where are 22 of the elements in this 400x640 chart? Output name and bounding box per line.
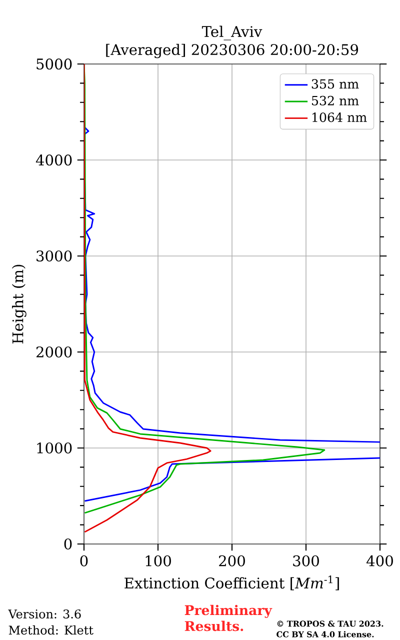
x-tick-label: 100 xyxy=(146,555,171,566)
legend-label: 355 nm xyxy=(312,79,359,89)
legend-label: 1064 nm xyxy=(312,112,367,122)
y-tick-label: 0 xyxy=(64,538,72,550)
chart-title: Tel_Aviv xyxy=(202,26,262,40)
line-series xyxy=(84,64,212,533)
text: Method: Klett xyxy=(8,625,94,635)
x-tick-label: 0 xyxy=(80,555,88,566)
x-axis-title: Extinction Coefficient [Mm$^{-1}$] xyxy=(124,576,339,590)
text: Preliminary Results. xyxy=(184,604,272,632)
y-tick-label: 3000 xyxy=(36,250,72,262)
y-tick-label: 4000 xyxy=(36,154,72,166)
text: Version: 3.6 xyxy=(8,609,81,619)
y-tick-label: 1000 xyxy=(37,442,72,454)
x-tick-label: 200 xyxy=(219,555,245,566)
legend-label: 532 nm xyxy=(312,96,359,106)
x-tick-label: 400 xyxy=(366,555,393,566)
y-tick-label: 5000 xyxy=(36,58,72,70)
x-tick-label: 300 xyxy=(293,555,319,566)
y-tick-label: 2000 xyxy=(36,346,72,358)
y-axis-title: Height (m) xyxy=(12,264,26,344)
chart-subtitle: [Averaged] 20230306 20:00-20:59 xyxy=(106,44,358,58)
